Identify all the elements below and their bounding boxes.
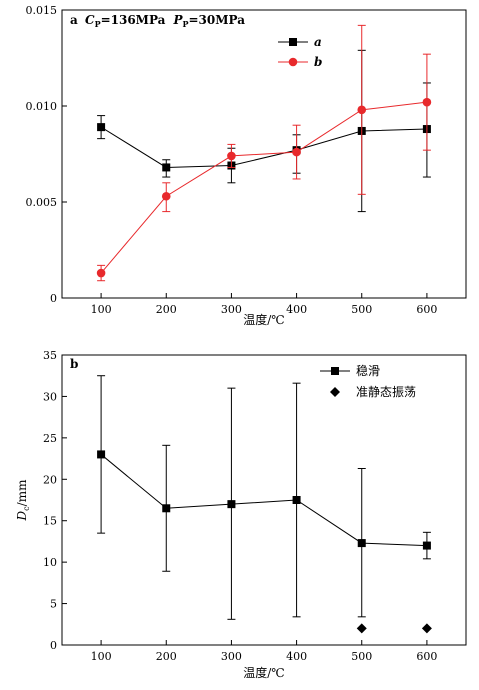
plot-frame-b <box>61 354 467 646</box>
y-tick-label: 20 <box>43 473 57 486</box>
data-point-series-1 <box>422 97 432 107</box>
y-tick-label: 0 <box>50 292 57 305</box>
data-point-series-1 <box>96 268 106 278</box>
legend-a: ab <box>278 35 322 69</box>
legend-label-0: 稳滑 <box>356 363 380 378</box>
y-tick-label: 0.005 <box>26 196 58 209</box>
y-tick-label: 35 <box>43 349 57 362</box>
data-point-series-0 <box>357 539 366 548</box>
panel-label-b: b <box>70 357 78 371</box>
x-tick-label: 300 <box>221 303 242 316</box>
legend-label-1: 准静态振荡 <box>356 385 416 399</box>
y-tick-label: 0.015 <box>26 4 58 17</box>
legend-marker-1 <box>288 57 298 67</box>
x-tick-label: 600 <box>416 303 437 316</box>
series-line-1 <box>100 101 427 274</box>
series-group-b <box>97 375 432 634</box>
series-group-a <box>96 24 432 282</box>
x-tick-label: 300 <box>221 650 242 663</box>
x-tick-label: 400 <box>286 650 307 663</box>
x-tick-label: 200 <box>156 303 177 316</box>
x-tick-label: 500 <box>351 650 372 663</box>
chart-panel-a: a CP=136MPa PP=30MPa 100 200 300 400 500 600 0 0… <box>26 4 467 327</box>
x-tick-label: 200 <box>156 650 177 663</box>
chart-panel-b: b 100 200 300 400 500 600 0 5 10 15 20 25 30 35 稳滑准静态… <box>15 349 467 680</box>
data-point-series-1 <box>356 623 367 634</box>
y-tick-label: 15 <box>43 515 57 528</box>
legend-label-0: a <box>314 35 322 49</box>
data-point-series-1 <box>357 105 367 115</box>
data-point-series-0 <box>422 541 431 550</box>
y-axis-label-b: Dc/mm <box>15 479 31 522</box>
data-point-series-0 <box>292 496 301 504</box>
legend-label-1: b <box>314 55 322 69</box>
condition-label: CP=136MPa PP=30MPa <box>85 13 245 29</box>
y-tick-label: 30 <box>43 390 57 403</box>
y-tick-label: 0 <box>50 639 57 652</box>
data-point-series-0 <box>97 123 106 132</box>
x-tick-label: 500 <box>351 303 372 316</box>
series-line-0 <box>100 126 427 168</box>
legend-marker-1 <box>330 387 340 397</box>
x-tick-label: 600 <box>416 650 437 663</box>
series-line-0 <box>100 454 427 547</box>
axis-ticks-a: 100 200 300 400 500 600 0 0.005 0.010 0.015 <box>26 4 438 316</box>
data-point-series-1 <box>161 191 171 201</box>
y-tick-label: 0.010 <box>26 100 58 113</box>
legend-marker-0 <box>289 38 297 46</box>
x-tick-label: 400 <box>286 303 307 316</box>
y-tick-label: 25 <box>43 432 57 445</box>
plot-frame-a <box>61 9 467 299</box>
y-tick-label: 5 <box>50 598 57 611</box>
data-point-series-0 <box>97 450 106 459</box>
x-tick-label: 100 <box>91 303 112 316</box>
data-point-series-1 <box>227 151 236 161</box>
data-point-series-0 <box>227 500 236 509</box>
y-tick-label: 10 <box>43 556 57 569</box>
data-point-series-1 <box>292 147 301 157</box>
data-point-series-1 <box>421 623 432 634</box>
x-axis-label-a: 温度/℃ <box>243 312 284 327</box>
data-point-series-0 <box>162 504 171 513</box>
axis-ticks-b: 100 200 300 400 500 600 0 5 10 15 20 25 30 35 <box>43 349 437 663</box>
x-axis-label-b: 温度/℃ <box>243 665 284 680</box>
x-tick-label: 100 <box>91 650 112 663</box>
panel-label-a: a <box>70 13 78 27</box>
legend-marker-0 <box>331 367 339 375</box>
data-point-series-0 <box>162 163 171 172</box>
